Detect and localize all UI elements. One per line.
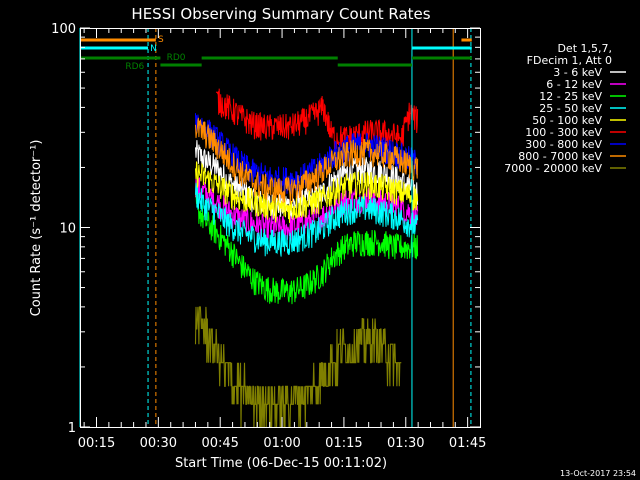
- state-label-rd6: RD6: [125, 62, 144, 72]
- y-axis: 1 10 100: [51, 22, 480, 436]
- y-tick-label-0: 1: [68, 421, 76, 436]
- legend-label-0: 3 - 6 keV: [553, 66, 602, 79]
- legend-label-3: 25 - 50 keV: [539, 102, 602, 115]
- legend-header-1: FDecim 1, Att 0: [527, 54, 612, 67]
- legend-label-8: 7000 - 20000 keV: [504, 162, 602, 175]
- x-tick-label-0: 00:15: [78, 436, 115, 451]
- series-2: [195, 192, 419, 305]
- legend-label-4: 50 - 100 keV: [532, 114, 602, 127]
- x-tick-label-4: 01:15: [325, 436, 362, 451]
- state-label-rd0: RD0: [167, 53, 186, 63]
- y-tick-label-1: 10: [59, 222, 76, 237]
- state-label-n: N: [150, 44, 157, 54]
- x-axis-label: Start Time (06-Dec-15 00:11:02): [175, 456, 387, 471]
- legend-label-6: 300 - 800 keV: [525, 138, 602, 151]
- legend-label-2: 12 - 25 keV: [539, 90, 602, 103]
- legend-header-0: Det 1,5,7,: [557, 42, 612, 55]
- legend-label-7: 800 - 7000 keV: [518, 150, 602, 163]
- series-4: [195, 161, 419, 223]
- series-3: [195, 182, 419, 257]
- x-tick-label-6: 01:45: [449, 436, 486, 451]
- x-axis: 00:15 00:30 00:45 01:00 01:15 01:30 01:45: [78, 28, 486, 451]
- series-7: [195, 117, 419, 205]
- series-8: [194, 306, 402, 428]
- series-5: [215, 88, 419, 152]
- series-6: [195, 113, 419, 194]
- x-tick-label-3: 01:00: [263, 436, 300, 451]
- y-tick-label-2: 100: [51, 22, 76, 37]
- legend-label-5: 100 - 300 keV: [525, 126, 602, 139]
- x-tick-label-5: 01:30: [387, 436, 424, 451]
- state-bars: SN RD0 RD6: [80, 35, 472, 72]
- x-tick-label-2: 00:45: [201, 436, 238, 451]
- x-tick-label-1: 00:30: [140, 436, 177, 451]
- state-label-s: S: [158, 35, 164, 45]
- series-layer: [194, 88, 419, 428]
- timestamp: 13-Oct-2017 23:54: [560, 469, 636, 478]
- legend-label-1: 6 - 12 keV: [546, 78, 602, 91]
- chart-title: HESSI Observing Summary Count Rates: [131, 5, 430, 23]
- y-axis-label: Count Rate (s⁻¹ detector⁻¹): [29, 140, 44, 317]
